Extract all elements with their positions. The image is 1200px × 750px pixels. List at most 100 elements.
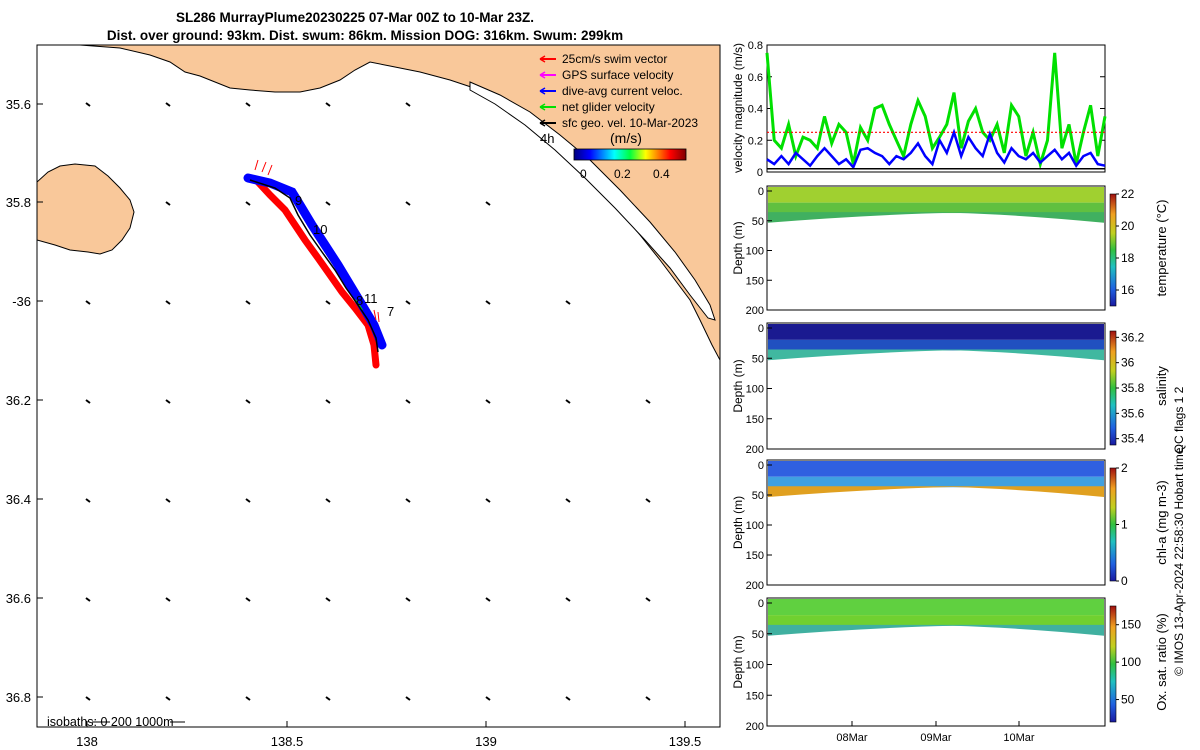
oxygen-ylabel: Depth (m) [731, 635, 745, 688]
colorbar-lag-label: 4h [540, 131, 554, 146]
day-label-10: 10 [313, 222, 327, 237]
velocity-arrow [645, 597, 651, 602]
velocity-arrow [85, 597, 91, 602]
salinity-mid-layer [768, 339, 1104, 351]
chl-a-ylabel: Depth (m) [731, 496, 745, 549]
chl-a-ctick-label: 2 [1121, 461, 1128, 475]
legend-arrowhead [539, 55, 546, 63]
velocity-arrow [405, 498, 411, 503]
oxygen-lower-layer [768, 624, 1104, 636]
footer-copyright: © IMOS 13-Apr-2024 22:58:30 Hobart time. [1172, 444, 1186, 676]
legend-label: dive-avg current veloc. [562, 84, 683, 98]
kangaroo-island [37, 163, 135, 255]
oxygen-ytick-label: 50 [752, 629, 764, 641]
temperature-colorbar [1109, 193, 1117, 307]
temperature-ytick-label: 0 [758, 186, 764, 198]
salinity-ylabel: Depth (m) [731, 359, 745, 412]
temperature-ylabel: Depth (m) [731, 221, 745, 274]
salinity-ctick-label: 35.6 [1121, 406, 1145, 420]
velocity-arrow [245, 300, 251, 305]
coastal-dunes [469, 81, 716, 321]
lat-tick-label: 36.8 [6, 690, 31, 705]
glider-track: 9 10 8 11 7 [243, 159, 394, 369]
oxygen-ytick-label: 200 [746, 721, 764, 733]
temperature-mid-layer [768, 202, 1104, 214]
velocity-arrow [325, 696, 331, 701]
temperature-ctick-label: 22 [1121, 187, 1135, 201]
section-chl-a: 0 50 100 150 200 Depth (m) 0 1 2 chl-a (mg m-3) [731, 459, 1169, 592]
salinity-ctick-label: 36.2 [1121, 330, 1145, 344]
velocity-panel: 0 0.2 0.4 0.6 0.8 velocity magnitude (m/s) [731, 40, 1107, 179]
velocity-arrow [245, 498, 251, 503]
date-tick-label: 10Mar [1003, 732, 1035, 744]
day-label-8: 8 [356, 293, 363, 308]
salinity-ctick-label: 35.4 [1121, 432, 1145, 446]
oxygen-ctick-label: 100 [1121, 655, 1141, 669]
salinity-surface-layer [768, 324, 1104, 340]
salinity-ytick-label: 0 [758, 323, 764, 335]
latitude-axis: 35.6 35.8 -36 36.2 36.4 36.6 36.8 [6, 97, 43, 705]
plot-title-line1: SL286 MurrayPlume20230225 07-Mar 00Z to … [176, 10, 534, 25]
salinity-ctick-label: 36 [1121, 356, 1135, 370]
legend-arrowhead [539, 119, 546, 127]
velocity-arrow [85, 399, 91, 404]
legend-label: 25cm/s swim vector [562, 52, 667, 66]
oxygen-mid-layer [768, 615, 1104, 626]
velocity-arrow [165, 102, 171, 107]
legend-arrowhead [539, 71, 546, 79]
legend-arrowhead [539, 103, 546, 111]
velocity-arrow [245, 102, 251, 107]
chl-a-ytick-label: 150 [746, 550, 764, 562]
velocity-arrow [405, 300, 411, 305]
chl-a-ytick-label: 0 [758, 460, 764, 472]
temperature-clabel: temperature (°C) [1154, 200, 1169, 297]
velocity-ytick-label: 0.6 [748, 72, 763, 84]
velocity-arrow [245, 597, 251, 602]
colorbar-tick-1: 0.2 [614, 167, 631, 181]
legend-label: sfc geo. vel. 10-Mar-2023 [562, 116, 698, 130]
velocity-arrow [485, 498, 491, 503]
velocity-arrow [405, 102, 411, 107]
temperature-surface-layer [768, 187, 1104, 203]
date-tick-label: 09Mar [920, 732, 952, 744]
legend-label: net glider velocity [562, 100, 655, 114]
velocity-ytick-label: 0.4 [748, 104, 763, 116]
velocity-arrow [85, 102, 91, 107]
section-salinity: 0 50 100 150 200 Depth (m) 35.4 35.6 35.8 36 36.2 s… [731, 322, 1169, 456]
velocity-arrow [565, 399, 571, 404]
velocity-arrow [165, 201, 171, 206]
longitude-axis: 138 138.5 139 139.5 [76, 721, 701, 749]
velocity-arrow [85, 696, 91, 701]
velocity-yaxis: 0 0.2 0.4 0.6 0.8 [748, 40, 1105, 179]
lat-tick-label: 36.4 [6, 492, 31, 507]
velocity-arrow [245, 399, 251, 404]
velocity-arrow [485, 399, 491, 404]
lat-tick-label: 36.2 [6, 393, 31, 408]
salinity-ytick-label: 100 [746, 384, 764, 396]
velocity-ytick-label: 0 [757, 167, 763, 179]
velocity-arrow [645, 696, 651, 701]
temperature-ctick-label: 20 [1121, 219, 1135, 233]
isobaths-label: isobaths: 0 200 1000m [47, 715, 173, 729]
velocity-arrow [485, 597, 491, 602]
velocity-arrow [85, 300, 91, 305]
velocity-arrow [165, 300, 171, 305]
oxygen-surface-layer [768, 599, 1104, 616]
velocity-arrow [565, 597, 571, 602]
salinity-ctick-label: 35.8 [1121, 381, 1145, 395]
net-glider-series [765, 52, 1107, 170]
temperature-ytick-label: 200 [746, 305, 764, 317]
oxygen-ytick-label: 0 [758, 598, 764, 610]
colorbar-tick-2: 0.4 [653, 167, 670, 181]
lat-tick-label: 35.6 [6, 97, 31, 112]
oxygen-ytick-label: 100 [746, 660, 764, 672]
temperature-lower-layer [768, 212, 1104, 223]
colorbar-tick-0: 0 [580, 167, 587, 181]
lon-tick-label: 138.5 [271, 734, 304, 749]
velocity-arrow [405, 399, 411, 404]
surface-velocity-arrows [85, 102, 651, 701]
velocity-arrow [405, 696, 411, 701]
map-legend: 25cm/s swim vector GPS surface velocity di… [539, 52, 698, 130]
